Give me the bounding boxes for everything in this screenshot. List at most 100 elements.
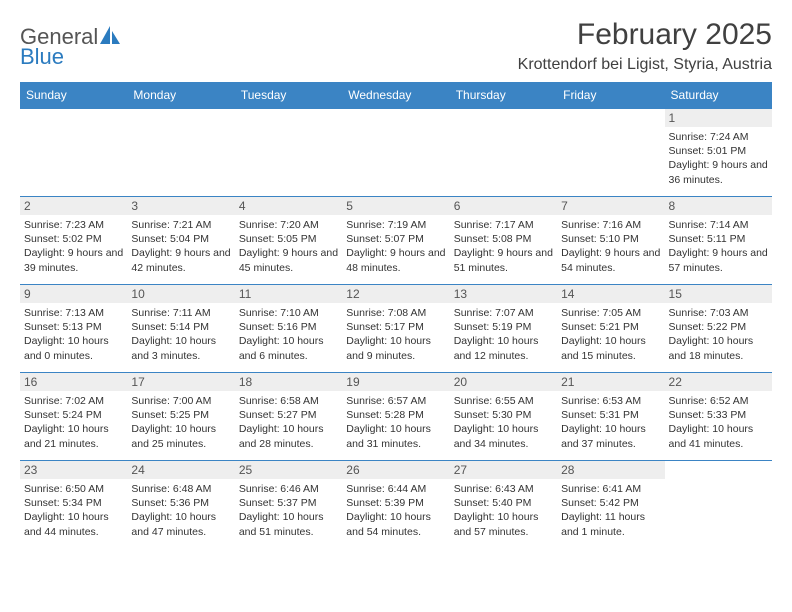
day-info: Sunrise: 7:21 AMSunset: 5:04 PMDaylight:… (127, 215, 234, 279)
day-header: Tuesday (235, 82, 342, 109)
sunrise-line: Sunrise: 6:52 AM (669, 394, 768, 408)
day-number: 12 (342, 285, 449, 303)
daylight-line: Daylight: 10 hours and 57 minutes. (454, 510, 553, 538)
day-header: Thursday (450, 82, 557, 109)
header: General Blue February 2025 Krottendorf b… (20, 18, 772, 74)
day-number: 26 (342, 461, 449, 479)
sunset-line: Sunset: 5:14 PM (131, 320, 230, 334)
sunrise-line: Sunrise: 6:53 AM (561, 394, 660, 408)
daylight-line: Daylight: 9 hours and 42 minutes. (131, 246, 230, 274)
day-number: 19 (342, 373, 449, 391)
calendar-cell: 26Sunrise: 6:44 AMSunset: 5:39 PMDayligh… (342, 461, 449, 549)
calendar-week: 1Sunrise: 7:24 AMSunset: 5:01 PMDaylight… (20, 109, 772, 197)
sunrise-line: Sunrise: 7:07 AM (454, 306, 553, 320)
day-info: Sunrise: 7:14 AMSunset: 5:11 PMDaylight:… (665, 215, 772, 279)
calendar-cell: 14Sunrise: 7:05 AMSunset: 5:21 PMDayligh… (557, 285, 664, 373)
day-number: 22 (665, 373, 772, 391)
calendar-cell: 20Sunrise: 6:55 AMSunset: 5:30 PMDayligh… (450, 373, 557, 461)
day-info: Sunrise: 6:48 AMSunset: 5:36 PMDaylight:… (127, 479, 234, 543)
sunrise-line: Sunrise: 6:58 AM (239, 394, 338, 408)
daylight-line: Daylight: 9 hours and 51 minutes. (454, 246, 553, 274)
daylight-line: Daylight: 10 hours and 34 minutes. (454, 422, 553, 450)
calendar-table: SundayMondayTuesdayWednesdayThursdayFrid… (20, 82, 772, 549)
daylight-line: Daylight: 10 hours and 9 minutes. (346, 334, 445, 362)
sunrise-line: Sunrise: 7:00 AM (131, 394, 230, 408)
sunrise-line: Sunrise: 6:43 AM (454, 482, 553, 496)
day-number: 15 (665, 285, 772, 303)
day-number: 20 (450, 373, 557, 391)
calendar-cell: 27Sunrise: 6:43 AMSunset: 5:40 PMDayligh… (450, 461, 557, 549)
day-info: Sunrise: 6:55 AMSunset: 5:30 PMDaylight:… (450, 391, 557, 455)
sunrise-line: Sunrise: 7:23 AM (24, 218, 123, 232)
calendar-cell: 16Sunrise: 7:02 AMSunset: 5:24 PMDayligh… (20, 373, 127, 461)
calendar-cell: 5Sunrise: 7:19 AMSunset: 5:07 PMDaylight… (342, 197, 449, 285)
sunset-line: Sunset: 5:30 PM (454, 408, 553, 422)
sunrise-line: Sunrise: 7:14 AM (669, 218, 768, 232)
sunset-line: Sunset: 5:11 PM (669, 232, 768, 246)
day-number: 3 (127, 197, 234, 215)
sunset-line: Sunset: 5:28 PM (346, 408, 445, 422)
day-number: 5 (342, 197, 449, 215)
day-number: 17 (127, 373, 234, 391)
day-info: Sunrise: 7:02 AMSunset: 5:24 PMDaylight:… (20, 391, 127, 455)
calendar-cell: 21Sunrise: 6:53 AMSunset: 5:31 PMDayligh… (557, 373, 664, 461)
day-number: 18 (235, 373, 342, 391)
sunset-line: Sunset: 5:08 PM (454, 232, 553, 246)
sunset-line: Sunset: 5:02 PM (24, 232, 123, 246)
calendar-cell: 11Sunrise: 7:10 AMSunset: 5:16 PMDayligh… (235, 285, 342, 373)
day-number: 1 (665, 109, 772, 127)
calendar-cell (342, 109, 449, 197)
day-header: Friday (557, 82, 664, 109)
day-info: Sunrise: 6:46 AMSunset: 5:37 PMDaylight:… (235, 479, 342, 543)
day-number: 23 (20, 461, 127, 479)
calendar-cell (127, 109, 234, 197)
daylight-line: Daylight: 10 hours and 25 minutes. (131, 422, 230, 450)
calendar-cell: 25Sunrise: 6:46 AMSunset: 5:37 PMDayligh… (235, 461, 342, 549)
sunset-line: Sunset: 5:31 PM (561, 408, 660, 422)
sunset-line: Sunset: 5:19 PM (454, 320, 553, 334)
day-number: 14 (557, 285, 664, 303)
calendar-cell: 19Sunrise: 6:57 AMSunset: 5:28 PMDayligh… (342, 373, 449, 461)
sunrise-line: Sunrise: 6:46 AM (239, 482, 338, 496)
calendar-cell: 17Sunrise: 7:00 AMSunset: 5:25 PMDayligh… (127, 373, 234, 461)
calendar-cell: 3Sunrise: 7:21 AMSunset: 5:04 PMDaylight… (127, 197, 234, 285)
title-block: February 2025 Krottendorf bei Ligist, St… (518, 18, 772, 74)
daylight-line: Daylight: 10 hours and 44 minutes. (24, 510, 123, 538)
day-number: 13 (450, 285, 557, 303)
day-info: Sunrise: 6:53 AMSunset: 5:31 PMDaylight:… (557, 391, 664, 455)
calendar-cell: 8Sunrise: 7:14 AMSunset: 5:11 PMDaylight… (665, 197, 772, 285)
daylight-line: Daylight: 10 hours and 37 minutes. (561, 422, 660, 450)
sunset-line: Sunset: 5:39 PM (346, 496, 445, 510)
sunrise-line: Sunrise: 7:24 AM (669, 130, 768, 144)
daylight-line: Daylight: 10 hours and 21 minutes. (24, 422, 123, 450)
daylight-line: Daylight: 9 hours and 57 minutes. (669, 246, 768, 274)
sunrise-line: Sunrise: 6:41 AM (561, 482, 660, 496)
day-info: Sunrise: 6:43 AMSunset: 5:40 PMDaylight:… (450, 479, 557, 543)
day-info: Sunrise: 7:19 AMSunset: 5:07 PMDaylight:… (342, 215, 449, 279)
sunset-line: Sunset: 5:10 PM (561, 232, 660, 246)
day-number: 24 (127, 461, 234, 479)
day-info: Sunrise: 6:57 AMSunset: 5:28 PMDaylight:… (342, 391, 449, 455)
sunset-line: Sunset: 5:04 PM (131, 232, 230, 246)
day-info: Sunrise: 7:10 AMSunset: 5:16 PMDaylight:… (235, 303, 342, 367)
daylight-line: Daylight: 10 hours and 28 minutes. (239, 422, 338, 450)
day-number: 2 (20, 197, 127, 215)
calendar-cell (450, 109, 557, 197)
calendar-cell: 23Sunrise: 6:50 AMSunset: 5:34 PMDayligh… (20, 461, 127, 549)
calendar-cell: 22Sunrise: 6:52 AMSunset: 5:33 PMDayligh… (665, 373, 772, 461)
calendar-cell: 15Sunrise: 7:03 AMSunset: 5:22 PMDayligh… (665, 285, 772, 373)
day-number: 10 (127, 285, 234, 303)
calendar-week: 2 Sunrise: 7:23 AMSunset: 5:02 PM Daylight… (20, 197, 772, 285)
sunset-line: Sunset: 5:17 PM (346, 320, 445, 334)
sunset-line: Sunset: 5:21 PM (561, 320, 660, 334)
sunrise-line: Sunrise: 6:50 AM (24, 482, 123, 496)
daylight-line: Daylight: 10 hours and 54 minutes. (346, 510, 445, 538)
daylight-line: Daylight: 10 hours and 47 minutes. (131, 510, 230, 538)
sunrise-line: Sunrise: 7:21 AM (131, 218, 230, 232)
day-number: 8 (665, 197, 772, 215)
calendar-cell: 9Sunrise: 7:13 AMSunset: 5:13 PMDaylight… (20, 285, 127, 373)
day-header-row: SundayMondayTuesdayWednesdayThursdayFrid… (20, 82, 772, 109)
sunrise-line: Sunrise: 6:57 AM (346, 394, 445, 408)
calendar-cell: 13Sunrise: 7:07 AMSunset: 5:19 PMDayligh… (450, 285, 557, 373)
daylight-line: Daylight: 9 hours and 45 minutes. (239, 246, 338, 274)
